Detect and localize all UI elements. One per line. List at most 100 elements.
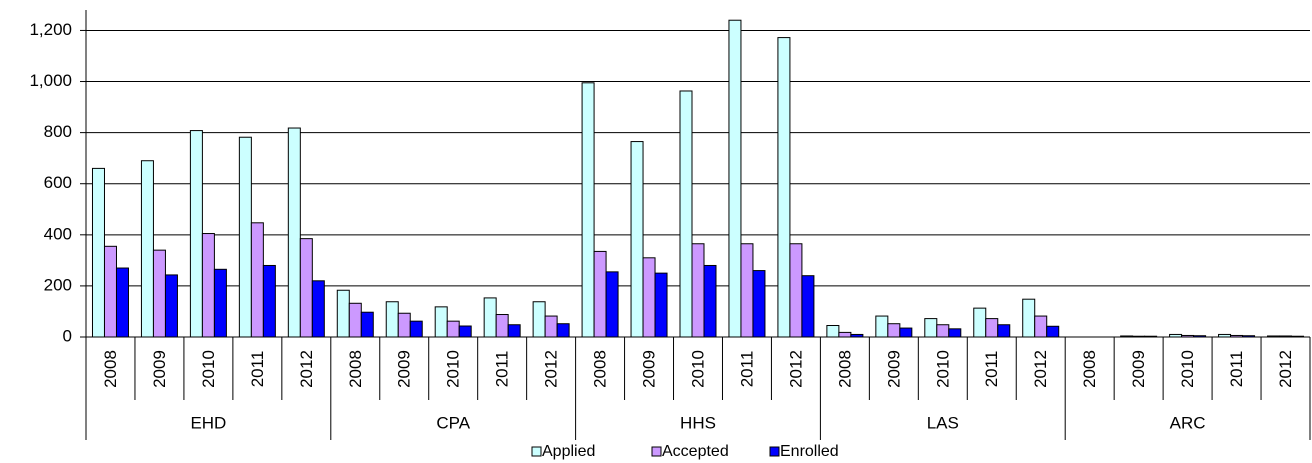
bar bbox=[250, 222, 264, 338]
legend-label: Accepted bbox=[662, 443, 729, 460]
bar bbox=[924, 318, 938, 338]
bar bbox=[997, 324, 1011, 338]
x-tick-label: 2012 bbox=[1031, 350, 1050, 388]
bar bbox=[397, 312, 411, 338]
bar bbox=[434, 306, 448, 338]
x-tick-label: 2010 bbox=[933, 350, 952, 388]
bar bbox=[164, 274, 178, 338]
y-tick-label: 1,000 bbox=[29, 71, 72, 90]
bar bbox=[140, 160, 154, 338]
bar bbox=[593, 250, 607, 338]
x-tick-label: 2010 bbox=[688, 350, 707, 388]
x-tick-label: 2008 bbox=[101, 350, 120, 388]
bar bbox=[875, 315, 889, 338]
bar bbox=[752, 270, 766, 338]
bar bbox=[973, 307, 987, 338]
bar bbox=[948, 328, 962, 338]
x-tick-label: 2008 bbox=[591, 350, 610, 388]
bar bbox=[507, 324, 521, 338]
group-label: HHS bbox=[680, 413, 716, 432]
bar bbox=[458, 325, 472, 338]
bar bbox=[152, 249, 166, 338]
bar bbox=[336, 289, 350, 338]
x-tick-label: 2008 bbox=[346, 350, 365, 388]
bar bbox=[348, 302, 362, 338]
x-tick-label: 2011 bbox=[1227, 351, 1246, 388]
bar bbox=[311, 280, 325, 338]
bar bbox=[91, 167, 105, 338]
bar bbox=[679, 90, 693, 338]
y-tick-label: 600 bbox=[44, 173, 72, 192]
x-tick-label: 2011 bbox=[982, 351, 1001, 388]
group-label: EHD bbox=[190, 413, 226, 432]
legend-swatch bbox=[769, 446, 780, 457]
bar bbox=[238, 136, 252, 338]
bar bbox=[581, 82, 595, 338]
bar bbox=[287, 127, 301, 338]
bar bbox=[826, 325, 840, 338]
bar bbox=[936, 324, 950, 338]
bar bbox=[630, 141, 644, 338]
y-tick-label: 400 bbox=[44, 224, 72, 243]
x-tick-label: 2009 bbox=[1129, 350, 1148, 388]
bar bbox=[899, 327, 913, 338]
bar bbox=[1022, 298, 1036, 338]
legend-swatch bbox=[651, 446, 662, 457]
x-tick-label: 2011 bbox=[248, 351, 267, 388]
bar bbox=[201, 233, 215, 338]
x-tick-label: 2009 bbox=[395, 350, 414, 388]
x-tick-label: 2012 bbox=[1276, 350, 1295, 388]
bar bbox=[703, 264, 717, 338]
bar bbox=[642, 257, 656, 338]
legend-label: Applied bbox=[542, 443, 595, 460]
bar bbox=[691, 243, 705, 338]
bar bbox=[262, 264, 276, 338]
x-tick-label: 2012 bbox=[297, 350, 316, 388]
bar bbox=[385, 301, 399, 338]
bar bbox=[1046, 325, 1060, 338]
bar bbox=[446, 320, 460, 338]
legend-swatch bbox=[531, 446, 542, 457]
bar bbox=[985, 318, 999, 338]
bar bbox=[887, 323, 901, 338]
bar bbox=[189, 130, 203, 338]
x-tick-label: 2009 bbox=[884, 350, 903, 388]
bar bbox=[213, 268, 227, 338]
y-tick-label: 200 bbox=[44, 275, 72, 294]
x-tick-label: 2012 bbox=[786, 350, 805, 388]
legend-label: Enrolled bbox=[780, 443, 839, 460]
y-tick-label: 1,200 bbox=[29, 20, 72, 39]
bar bbox=[532, 301, 546, 338]
x-tick-label: 2011 bbox=[737, 351, 756, 388]
bar bbox=[728, 19, 742, 338]
group-label: LAS bbox=[927, 413, 959, 432]
bar bbox=[1034, 315, 1048, 338]
x-tick-label: 2009 bbox=[640, 350, 659, 388]
x-tick-label: 2010 bbox=[444, 350, 463, 388]
x-tick-label: 2011 bbox=[493, 351, 512, 388]
bar bbox=[740, 243, 754, 338]
bar bbox=[605, 271, 619, 338]
x-tick-label: 2012 bbox=[542, 350, 561, 388]
bar bbox=[115, 267, 129, 338]
bar bbox=[360, 311, 374, 338]
bar bbox=[299, 238, 313, 338]
x-tick-label: 2009 bbox=[150, 350, 169, 388]
bar bbox=[103, 245, 117, 338]
bar bbox=[483, 297, 497, 338]
bar bbox=[495, 314, 509, 338]
group-label: ARC bbox=[1170, 413, 1206, 432]
bar bbox=[789, 243, 803, 338]
x-tick-label: 2008 bbox=[1080, 350, 1099, 388]
bar bbox=[777, 37, 791, 338]
group-label: CPA bbox=[436, 413, 470, 432]
bar bbox=[838, 331, 852, 338]
bar bbox=[654, 272, 668, 338]
bar bbox=[801, 275, 815, 338]
bar bbox=[409, 320, 423, 338]
x-tick-label: 2008 bbox=[835, 350, 854, 388]
bar bbox=[556, 323, 570, 338]
x-tick-label: 2010 bbox=[199, 350, 218, 388]
y-tick-label: 0 bbox=[63, 326, 72, 345]
